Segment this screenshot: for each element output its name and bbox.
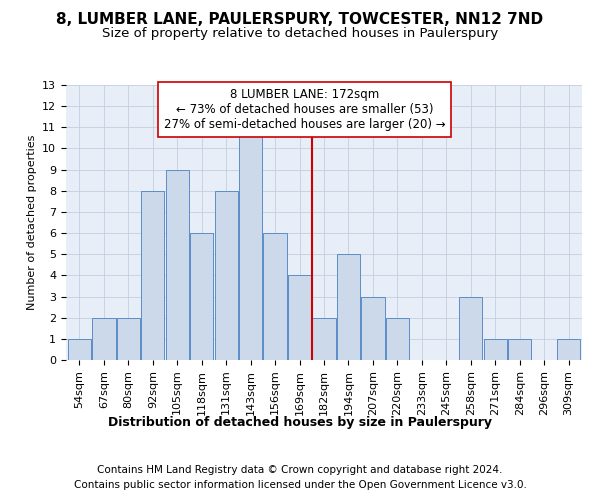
Bar [92,318,116,360]
Bar [263,233,287,360]
Text: 8, LUMBER LANE, PAULERSPURY, TOWCESTER, NN12 7ND: 8, LUMBER LANE, PAULERSPURY, TOWCESTER, … [56,12,544,28]
Bar [386,318,409,360]
Bar [166,170,189,360]
Bar [190,233,214,360]
Bar [508,339,531,360]
Bar [215,191,238,360]
Bar [141,191,164,360]
Bar [459,296,482,360]
Bar [557,339,580,360]
Bar [68,339,91,360]
Bar [239,128,262,360]
Bar [288,276,311,360]
Bar [313,318,335,360]
Bar [337,254,360,360]
Text: Contains public sector information licensed under the Open Government Licence v3: Contains public sector information licen… [74,480,526,490]
Text: Distribution of detached houses by size in Paulerspury: Distribution of detached houses by size … [108,416,492,429]
Y-axis label: Number of detached properties: Number of detached properties [26,135,37,310]
Bar [117,318,140,360]
Text: Size of property relative to detached houses in Paulerspury: Size of property relative to detached ho… [102,28,498,40]
Bar [484,339,507,360]
Text: 8 LUMBER LANE: 172sqm
← 73% of detached houses are smaller (53)
27% of semi-deta: 8 LUMBER LANE: 172sqm ← 73% of detached … [164,88,445,131]
Bar [361,296,385,360]
Text: Contains HM Land Registry data © Crown copyright and database right 2024.: Contains HM Land Registry data © Crown c… [97,465,503,475]
